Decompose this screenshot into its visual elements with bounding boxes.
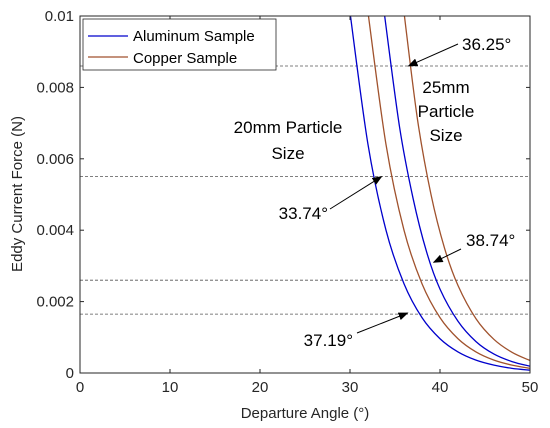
- annotation-arrow-36-25: [407, 43, 459, 67]
- legend: Aluminum Sample Copper Sample: [82, 18, 277, 71]
- series-line-0: [349, 16, 530, 371]
- legend-label-aluminum: Aluminum Sample: [133, 28, 255, 45]
- x-tick-label: 40: [432, 379, 449, 396]
- y-tick-label: 0.008: [36, 79, 74, 96]
- x-axis: 0 10 20 30 40 50: [76, 16, 539, 396]
- x-tick-label: 10: [162, 379, 179, 396]
- series-layer: [349, 16, 530, 371]
- region-label-20mm-line2: Size: [271, 144, 304, 163]
- y-axis: 0 0.002 0.004 0.006 0.008 0.01: [36, 8, 530, 382]
- series-line-3: [403, 16, 530, 362]
- x-tick-label: 0: [76, 379, 84, 396]
- legend-label-copper: Copper Sample: [133, 50, 237, 67]
- region-label-25mm-line1: 25mm: [422, 78, 469, 97]
- x-axis-title: Departure Angle (°): [241, 405, 370, 422]
- series-line-1: [367, 16, 530, 369]
- plot-background: [80, 16, 530, 373]
- plot-frame: [79, 15, 531, 374]
- annotation-36-25: 36.25°: [462, 35, 511, 54]
- annotation-38-74: 38.74°: [466, 231, 515, 250]
- y-tick-label: 0: [66, 365, 74, 382]
- y-axis-title: Eddy Current Force (N): [9, 116, 26, 272]
- annotation-arrow-37-19: [356, 312, 409, 334]
- annotations: 20mm Particle Size 25mm Particle Size 36…: [234, 35, 516, 350]
- series-line-2: [384, 16, 530, 367]
- region-label-25mm-line3: Size: [429, 126, 462, 145]
- annotation-arrow-38-74: [432, 248, 462, 263]
- x-tick-label: 20: [252, 379, 269, 396]
- region-label-25mm-line2: Particle: [418, 102, 475, 121]
- y-tick-label: 0.006: [36, 151, 74, 168]
- y-tick-label: 0.004: [36, 222, 74, 239]
- y-tick-label: 0.01: [45, 8, 74, 25]
- x-tick-label: 50: [522, 379, 539, 396]
- annotation-37-19: 37.19°: [304, 331, 353, 350]
- y-tick-label: 0.002: [36, 294, 74, 311]
- x-tick-label: 30: [342, 379, 359, 396]
- annotation-arrow-33-74: [329, 176, 383, 210]
- annotation-33-74: 33.74°: [279, 204, 328, 223]
- region-label-20mm-line1: 20mm Particle: [234, 118, 343, 137]
- legend-box: [82, 18, 277, 71]
